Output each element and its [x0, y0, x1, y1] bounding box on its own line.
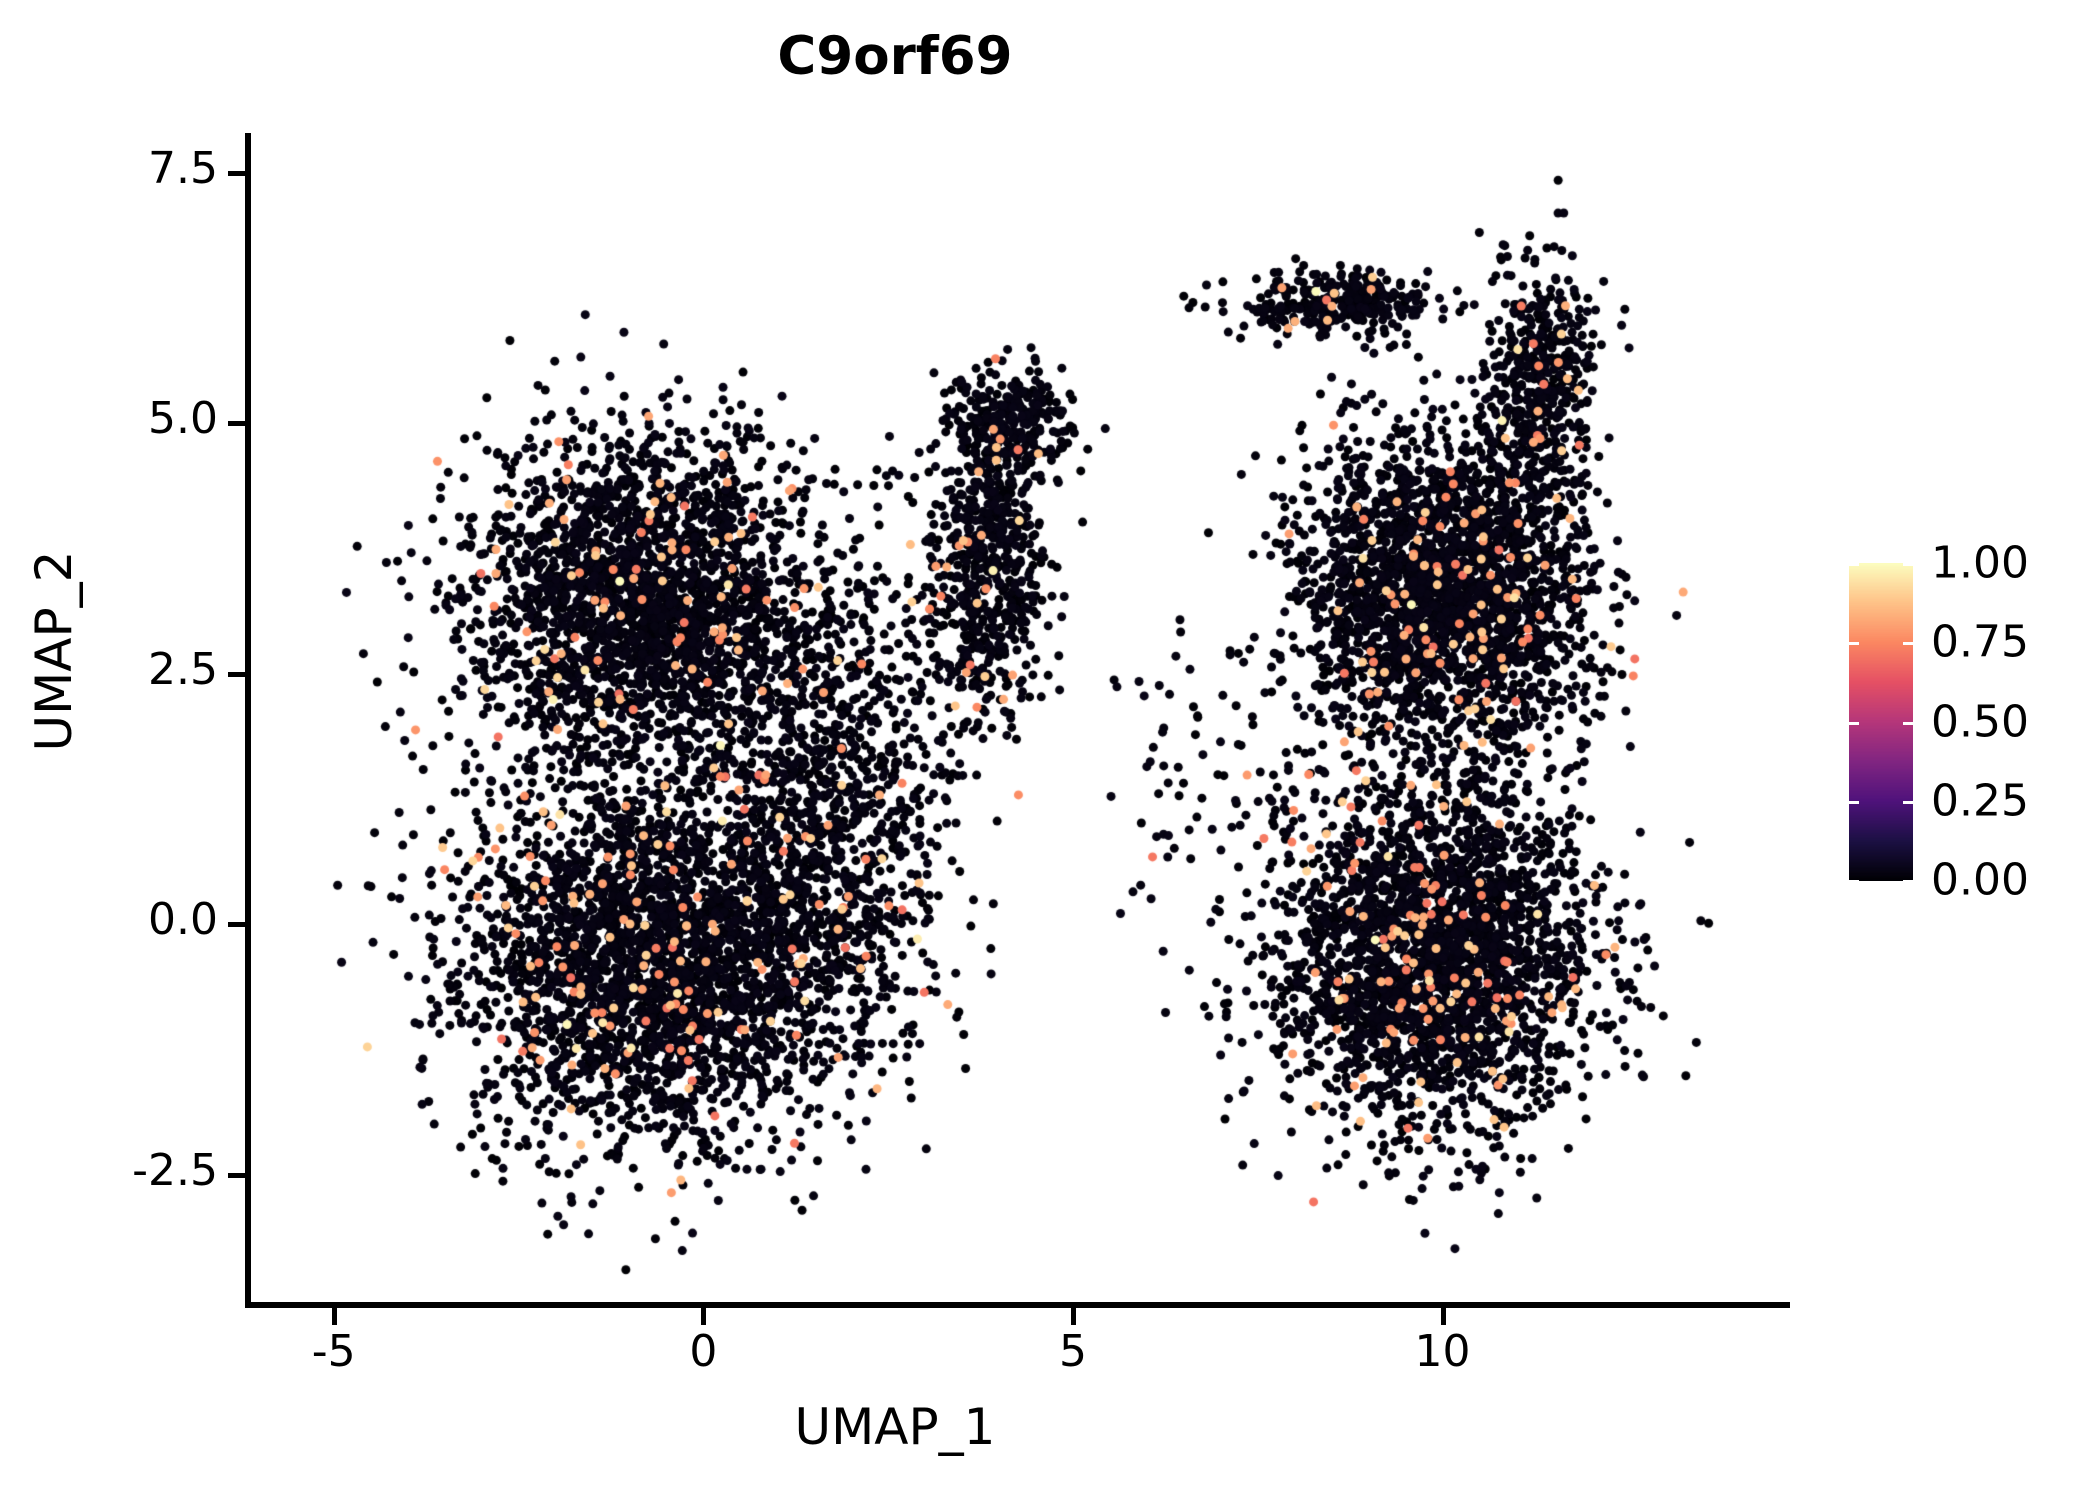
colorbar-tick-mark: [1903, 721, 1913, 725]
y-tick-label: 7.5: [148, 143, 218, 195]
y-tick-mark: [228, 922, 245, 928]
colorbar-tick-mark: [1903, 642, 1913, 646]
colorbar-tick-mark: [1849, 563, 1859, 566]
x-tick-label: -5: [311, 1326, 356, 1377]
y-tick-label: -2.5: [132, 1144, 218, 1196]
x-tick-label: 5: [1058, 1326, 1087, 1377]
x-axis-label: UMAP_1: [794, 1398, 996, 1456]
x-tick-mark: [1070, 1308, 1076, 1325]
colorbar-tick-label: 0.50: [1931, 696, 2029, 747]
colorbar-tick-label: 0.25: [1931, 775, 2029, 827]
colorbar-tick-mark: [1849, 880, 1859, 883]
x-tick-mark: [701, 1308, 707, 1325]
x-tick-label: 0: [689, 1326, 718, 1377]
y-tick-mark: [228, 1172, 245, 1178]
colorbar-tick-mark: [1903, 563, 1913, 566]
y-tick-mark: [228, 171, 245, 177]
y-tick-mark: [228, 671, 245, 677]
scatter-canvas: [245, 133, 1790, 1305]
colorbar-tick-label: 0.75: [1931, 616, 2029, 668]
y-axis-spine: [245, 133, 251, 1308]
y-tick-label: 0.0: [148, 894, 218, 946]
page-title: C9orf69: [777, 26, 1013, 87]
y-axis-label: UMAP_2: [25, 550, 83, 752]
colorbar-tick-mark: [1903, 880, 1913, 883]
x-tick-label: 10: [1414, 1326, 1471, 1377]
colorbar-tick-mark: [1849, 642, 1859, 646]
y-tick-mark: [228, 421, 245, 427]
colorbar-tick-mark: [1849, 800, 1859, 804]
colorbar-tick-label: 0.00: [1931, 854, 2029, 906]
x-tick-mark: [331, 1308, 337, 1325]
colorbar-tick-mark: [1903, 800, 1913, 804]
colorbar-tick-mark: [1849, 721, 1859, 725]
colorbar-gradient: [1849, 563, 1913, 881]
y-tick-label: 5.0: [148, 393, 218, 445]
colorbar: 1.00 0.75 0.50 0.25 0.00: [1849, 538, 2079, 906]
y-tick-label: 2.5: [148, 643, 218, 695]
colorbar-tick-label: 1.00: [1931, 537, 2029, 589]
x-axis-spine: [245, 1302, 1790, 1308]
x-tick-mark: [1440, 1308, 1446, 1325]
